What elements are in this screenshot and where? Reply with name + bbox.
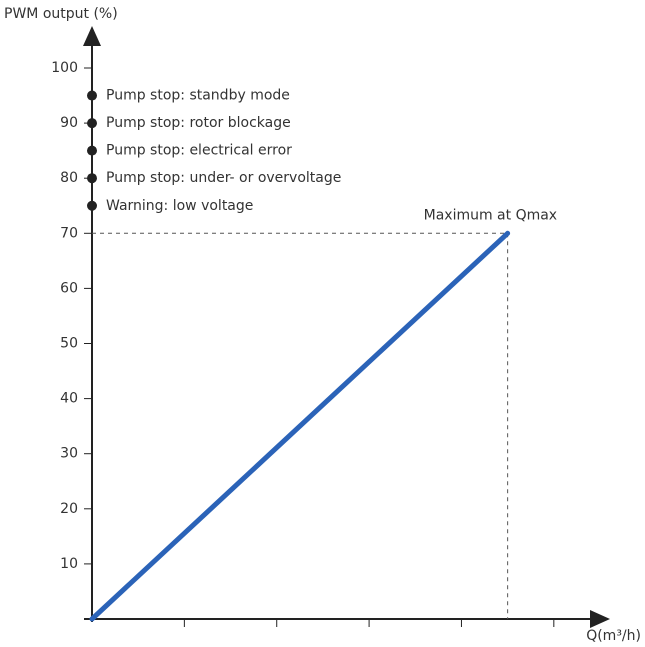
- y-axis-arrow: [83, 26, 101, 46]
- y-tick-label: 80: [60, 170, 78, 186]
- y-axis-label: PWM output (%): [4, 6, 118, 22]
- y-tick-label: 30: [60, 446, 78, 462]
- y-tick-label: 20: [60, 501, 78, 517]
- status-marker: [87, 200, 97, 211]
- status-label: Pump stop: standby mode: [106, 88, 290, 104]
- y-tick-label: 40: [60, 391, 78, 407]
- status-label: Pump stop: electrical error: [106, 143, 292, 159]
- status-label: Warning: low voltage: [106, 198, 253, 214]
- annotation: Maximum at Qmax: [424, 207, 557, 223]
- status-label: Pump stop: under- or overvoltage: [106, 170, 341, 186]
- data-line: [89, 230, 511, 622]
- x-axis-arrow: [590, 610, 610, 628]
- status-marker: [87, 118, 97, 129]
- status-marker: [87, 145, 97, 156]
- x-axis-label: Q(m³/h): [586, 628, 641, 644]
- y-tick-label: 10: [60, 556, 78, 572]
- y-tick-label: 100: [51, 60, 78, 76]
- status-label: Pump stop: rotor blockage: [106, 115, 291, 131]
- y-tick-label: 90: [60, 115, 78, 131]
- y-tick-label: 60: [60, 280, 78, 296]
- y-tick-label: 70: [60, 225, 78, 241]
- status-marker: [87, 90, 97, 101]
- status-marker: [87, 173, 97, 184]
- y-tick-label: 50: [60, 336, 78, 352]
